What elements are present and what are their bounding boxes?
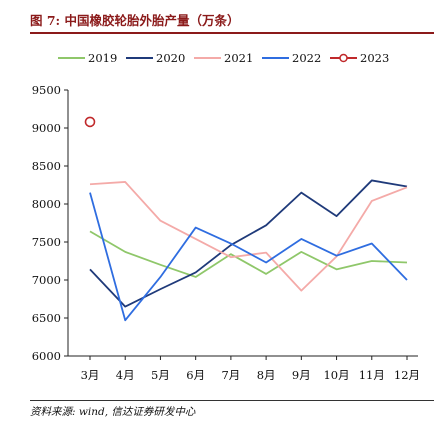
source-note: 资料来源: wind, 信达证券研发中心 <box>30 406 196 418</box>
x-tick-label: 12月 <box>394 368 420 382</box>
x-tick-label: 8月 <box>257 368 276 382</box>
legend-label-2020: 2020 <box>156 51 185 65</box>
legend-marker-2023 <box>339 53 348 63</box>
figure-title: 图 7: 中国橡胶轮胎外胎产量（万条） <box>30 13 240 28</box>
legend-item-2021: 2021 <box>194 51 253 65</box>
series-line-2022 <box>89 192 408 322</box>
legend-label-2021: 2021 <box>224 51 253 65</box>
y-tick-label: 9500 <box>32 83 61 97</box>
data-point-2023 <box>84 116 96 128</box>
x-tick-label: 6月 <box>186 368 205 382</box>
series-line-2020 <box>89 179 408 308</box>
y-tick-label: 9000 <box>32 121 61 135</box>
y-tick-label: 6500 <box>32 311 61 325</box>
x-tick-label: 3月 <box>81 368 100 382</box>
legend-label-2022: 2022 <box>292 51 321 65</box>
title-rule <box>30 32 434 34</box>
y-tick-label: 7500 <box>32 235 61 249</box>
y-tick-label: 8500 <box>32 159 61 173</box>
y-tick-label: 7000 <box>32 273 61 287</box>
legend-item-2022: 2022 <box>262 51 321 65</box>
y-tick-label: 6000 <box>32 349 61 363</box>
x-tick-label: 7月 <box>221 368 240 382</box>
series-2019 <box>89 230 408 278</box>
series-2021 <box>89 181 408 292</box>
legend: 2019 2020 2021 2022 2023 <box>58 51 389 65</box>
legend-label-2019: 2019 <box>88 51 117 65</box>
x-tick-label: 4月 <box>116 368 135 382</box>
legend-item-2019: 2019 <box>58 51 117 65</box>
x-tick-label: 5月 <box>151 368 170 382</box>
series-2022 <box>89 192 408 322</box>
legend-item-2023: 2023 <box>330 51 389 65</box>
legend-label-2023: 2023 <box>360 51 389 65</box>
y-tick-label: 8000 <box>32 197 61 211</box>
series-2020 <box>89 179 408 308</box>
legend-item-2020: 2020 <box>126 51 185 65</box>
series-2023 <box>84 116 96 128</box>
x-tick-label: 9月 <box>292 368 311 382</box>
x-tick-label: 11月 <box>359 368 385 382</box>
footer-rule <box>30 400 434 401</box>
series-layer <box>84 116 408 322</box>
series-line-2019 <box>89 230 408 278</box>
series-line-2021 <box>89 181 408 292</box>
axes: 6000 6500 7000 7500 8000 8500 9000 9500 3月 4月 5月 6月… <box>32 83 420 382</box>
x-tick-label: 10月 <box>323 368 349 382</box>
